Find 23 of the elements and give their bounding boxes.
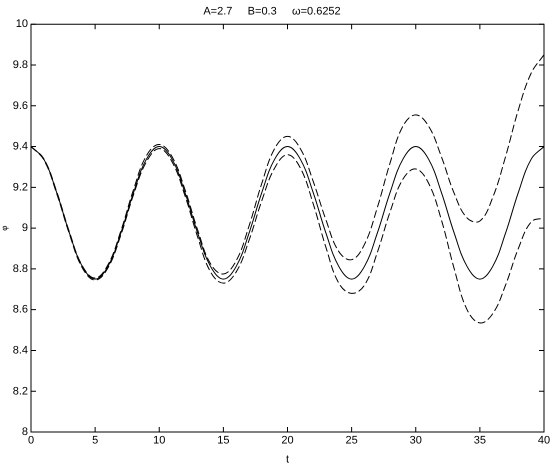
x-tick-label: 15: [217, 434, 230, 447]
y-tick-label: 9.6: [12, 100, 28, 112]
y-tick-label: 9.4: [12, 140, 28, 153]
y-axis-title: φ: [0, 226, 10, 231]
y-tick-label: 9.2: [12, 181, 28, 194]
x-tick-label: 20: [281, 434, 294, 447]
x-tick-label: 30: [410, 434, 422, 447]
x-tick-label: 5: [92, 434, 98, 447]
y-tick-label: 8.4: [12, 344, 28, 356]
x-tick-label: 0: [28, 434, 34, 447]
x-tick-label: 40: [538, 434, 550, 447]
x-tick-label: 25: [346, 434, 358, 447]
chart-title: A=2.7 B=0.3 ω=0.6252: [203, 6, 341, 18]
y-tick-label: 9.8: [12, 59, 28, 72]
x-tick-label: 35: [474, 434, 486, 447]
x-tick-label: 10: [153, 434, 166, 447]
y-tick-label: 10: [16, 18, 28, 30]
y-tick-label: 8.8: [12, 262, 28, 275]
y-tick-label: 8.2: [12, 385, 28, 398]
y-tick-label: 8.6: [12, 304, 28, 316]
y-tick-label: 9: [22, 222, 28, 234]
x-axis-title: t: [286, 453, 290, 466]
y-tick-label: 8: [22, 426, 28, 438]
